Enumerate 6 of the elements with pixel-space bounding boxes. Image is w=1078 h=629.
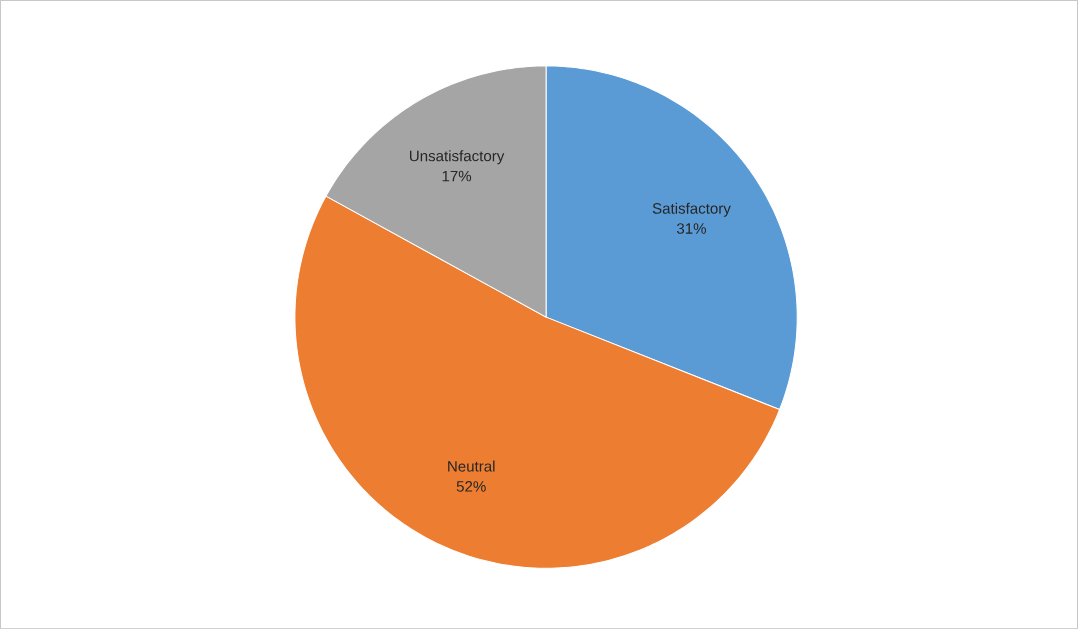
- data-label: 52%: [456, 481, 486, 492]
- slice-label: Satisfactory: [652, 202, 731, 217]
- slice-label: Unsatisfactory: [409, 150, 505, 165]
- slice-label: Neutral: [448, 460, 495, 472]
- data-label: 17%: [442, 170, 472, 182]
- data-label: 31%: [676, 223, 706, 234]
